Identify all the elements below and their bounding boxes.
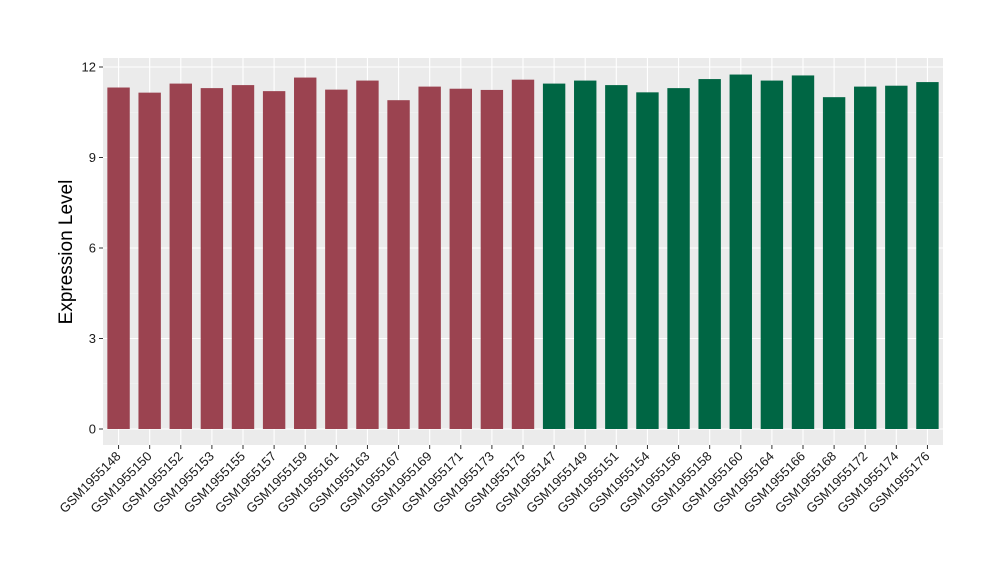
bar bbox=[138, 92, 161, 430]
y-axis: 0 3 6 9 12 bbox=[82, 60, 103, 437]
bar bbox=[325, 89, 348, 429]
bar bbox=[729, 74, 752, 430]
y-tick-label: 0 bbox=[89, 422, 96, 437]
bar bbox=[200, 88, 224, 429]
bar bbox=[387, 100, 410, 429]
bar bbox=[605, 85, 628, 429]
y-tick-label: 9 bbox=[89, 150, 96, 165]
bar bbox=[698, 79, 721, 430]
x-axis: GSM1955148GSM1955150GSM1955152GSM1955153… bbox=[56, 445, 933, 516]
bar bbox=[885, 85, 908, 429]
y-axis-title: Expression Level bbox=[56, 180, 77, 325]
bar bbox=[574, 80, 597, 429]
bar bbox=[449, 88, 472, 429]
bar bbox=[418, 86, 441, 429]
y-tick-label: 12 bbox=[82, 60, 96, 75]
y-tick-label: 6 bbox=[89, 241, 96, 256]
bar bbox=[511, 79, 535, 430]
bar bbox=[916, 82, 939, 429]
bar bbox=[231, 85, 255, 429]
bar bbox=[294, 77, 317, 429]
bar bbox=[169, 83, 192, 429]
bar bbox=[667, 88, 690, 429]
bar bbox=[854, 86, 877, 429]
bar bbox=[636, 92, 659, 429]
y-tick-label: 3 bbox=[89, 331, 96, 346]
bar bbox=[791, 75, 815, 430]
bar bbox=[542, 83, 566, 429]
bars bbox=[107, 74, 939, 430]
bar bbox=[107, 87, 130, 429]
bar bbox=[760, 80, 784, 429]
bar bbox=[262, 91, 286, 429]
bar bbox=[480, 89, 504, 429]
bar bbox=[822, 97, 846, 430]
bar bbox=[356, 80, 379, 429]
